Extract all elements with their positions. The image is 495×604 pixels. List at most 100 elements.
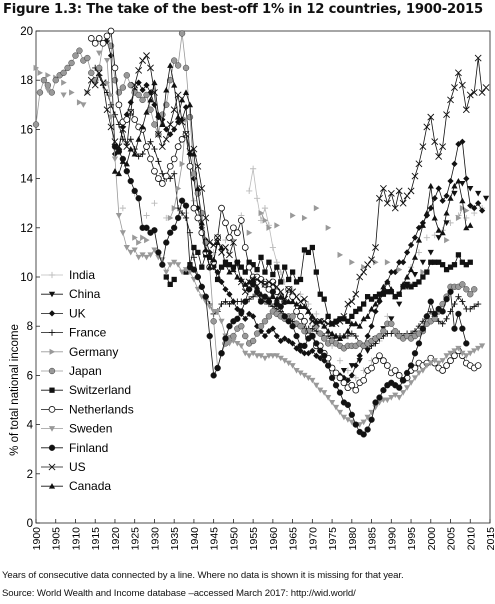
data-point-us bbox=[356, 273, 364, 281]
data-point-finland bbox=[423, 313, 430, 320]
data-point-sweden bbox=[111, 156, 119, 163]
data-point-france bbox=[455, 293, 462, 300]
data-point-finland bbox=[242, 298, 249, 305]
data-point-switzerland bbox=[337, 316, 343, 322]
data-point-india bbox=[297, 291, 304, 298]
data-point-sweden bbox=[328, 399, 336, 406]
legend-label-china: China bbox=[69, 287, 101, 301]
data-point-china bbox=[396, 301, 403, 308]
data-point-us bbox=[214, 234, 222, 242]
data-point-sweden bbox=[447, 350, 454, 357]
data-point-canada bbox=[222, 261, 229, 268]
data-point-finland bbox=[253, 288, 261, 295]
data-point-switzerland bbox=[313, 269, 319, 275]
data-point-uk bbox=[175, 118, 182, 126]
series-sweden bbox=[44, 50, 486, 428]
data-point-netherlands bbox=[376, 352, 383, 360]
data-point-canada bbox=[147, 96, 154, 103]
data-point-sweden bbox=[167, 262, 174, 268]
data-point-finland bbox=[127, 177, 134, 185]
data-point-uk bbox=[388, 268, 395, 276]
data-point-india bbox=[143, 212, 150, 219]
data-point-japan bbox=[380, 327, 387, 335]
data-point-canada bbox=[463, 224, 470, 231]
data-point-us bbox=[127, 108, 135, 116]
data-point-sweden bbox=[60, 92, 67, 99]
data-point-sweden bbox=[372, 404, 379, 411]
data-point-switzerland bbox=[321, 296, 327, 302]
data-point-finland bbox=[301, 342, 308, 350]
data-point-canada bbox=[313, 318, 320, 324]
data-point-japan bbox=[76, 47, 83, 54]
data-point-sweden bbox=[435, 360, 442, 367]
data-point-uk bbox=[467, 202, 474, 209]
data-point-netherlands bbox=[218, 204, 225, 212]
data-point-us bbox=[478, 89, 486, 96]
data-point-us bbox=[454, 69, 462, 77]
data-point-finland bbox=[115, 148, 123, 155]
data-point-uk bbox=[119, 123, 126, 131]
data-point-us bbox=[162, 135, 170, 143]
data-point-japan bbox=[463, 286, 470, 293]
data-point-us bbox=[135, 66, 143, 74]
data-point-canada bbox=[214, 239, 221, 246]
series-line-us bbox=[86, 54, 487, 325]
data-point-sweden bbox=[127, 249, 134, 256]
data-point-finland bbox=[210, 372, 217, 379]
data-point-japan bbox=[471, 286, 478, 293]
data-point-us bbox=[269, 280, 277, 288]
data-point-canada bbox=[305, 308, 312, 314]
data-point-uk bbox=[305, 350, 312, 357]
data-point-sweden bbox=[273, 353, 280, 359]
y-tick-label: 6 bbox=[27, 370, 33, 382]
x-tick-label: 1975 bbox=[327, 527, 339, 551]
data-point-germany bbox=[179, 160, 186, 167]
data-point-switzerland bbox=[214, 276, 221, 283]
data-point-switzerland bbox=[364, 294, 371, 300]
data-point-us bbox=[257, 278, 265, 286]
data-point-germany bbox=[420, 268, 426, 276]
data-point-sweden bbox=[269, 353, 276, 359]
data-point-us bbox=[391, 204, 399, 212]
data-point-netherlands bbox=[384, 362, 391, 369]
data-point-canada bbox=[455, 177, 462, 184]
data-point-japan bbox=[238, 323, 245, 330]
data-point-finland bbox=[167, 229, 174, 236]
data-point-sweden bbox=[234, 340, 241, 347]
data-point-finland bbox=[182, 202, 190, 209]
y-tick-label: 12 bbox=[20, 223, 33, 235]
data-point-finland bbox=[159, 261, 166, 268]
data-point-switzerland bbox=[289, 269, 296, 275]
data-point-us bbox=[166, 121, 174, 128]
legend-item-netherlands: Netherlands bbox=[41, 402, 134, 416]
data-point-germany bbox=[463, 207, 470, 214]
data-point-netherlands bbox=[186, 162, 194, 170]
data-point-us bbox=[427, 113, 435, 121]
data-point-us bbox=[226, 251, 233, 259]
data-point-uk bbox=[443, 192, 450, 199]
data-point-finland bbox=[226, 323, 233, 330]
legend-marker-canada bbox=[48, 483, 56, 489]
x-tick-label: 1995 bbox=[406, 527, 418, 551]
data-point-netherlands bbox=[103, 32, 111, 40]
data-point-finland bbox=[439, 308, 446, 315]
data-point-china bbox=[340, 368, 348, 374]
data-point-canada bbox=[210, 256, 217, 263]
data-point-finland bbox=[257, 298, 265, 305]
data-point-germany bbox=[132, 234, 138, 241]
data-point-sweden bbox=[423, 363, 430, 369]
data-point-france bbox=[127, 136, 134, 143]
data-point-japan bbox=[44, 81, 51, 89]
data-point-sweden bbox=[471, 348, 478, 354]
data-point-switzerland bbox=[309, 244, 315, 251]
data-point-sweden bbox=[80, 102, 87, 108]
data-point-netherlands bbox=[194, 214, 202, 222]
data-point-uk bbox=[471, 205, 478, 212]
data-point-sweden bbox=[96, 50, 103, 57]
legend-label-uk: UK bbox=[69, 306, 86, 320]
data-point-canada bbox=[163, 86, 170, 93]
data-point-netherlands bbox=[91, 39, 99, 47]
data-point-china bbox=[475, 190, 482, 197]
data-point-us bbox=[261, 280, 269, 288]
data-point-us bbox=[407, 187, 415, 195]
